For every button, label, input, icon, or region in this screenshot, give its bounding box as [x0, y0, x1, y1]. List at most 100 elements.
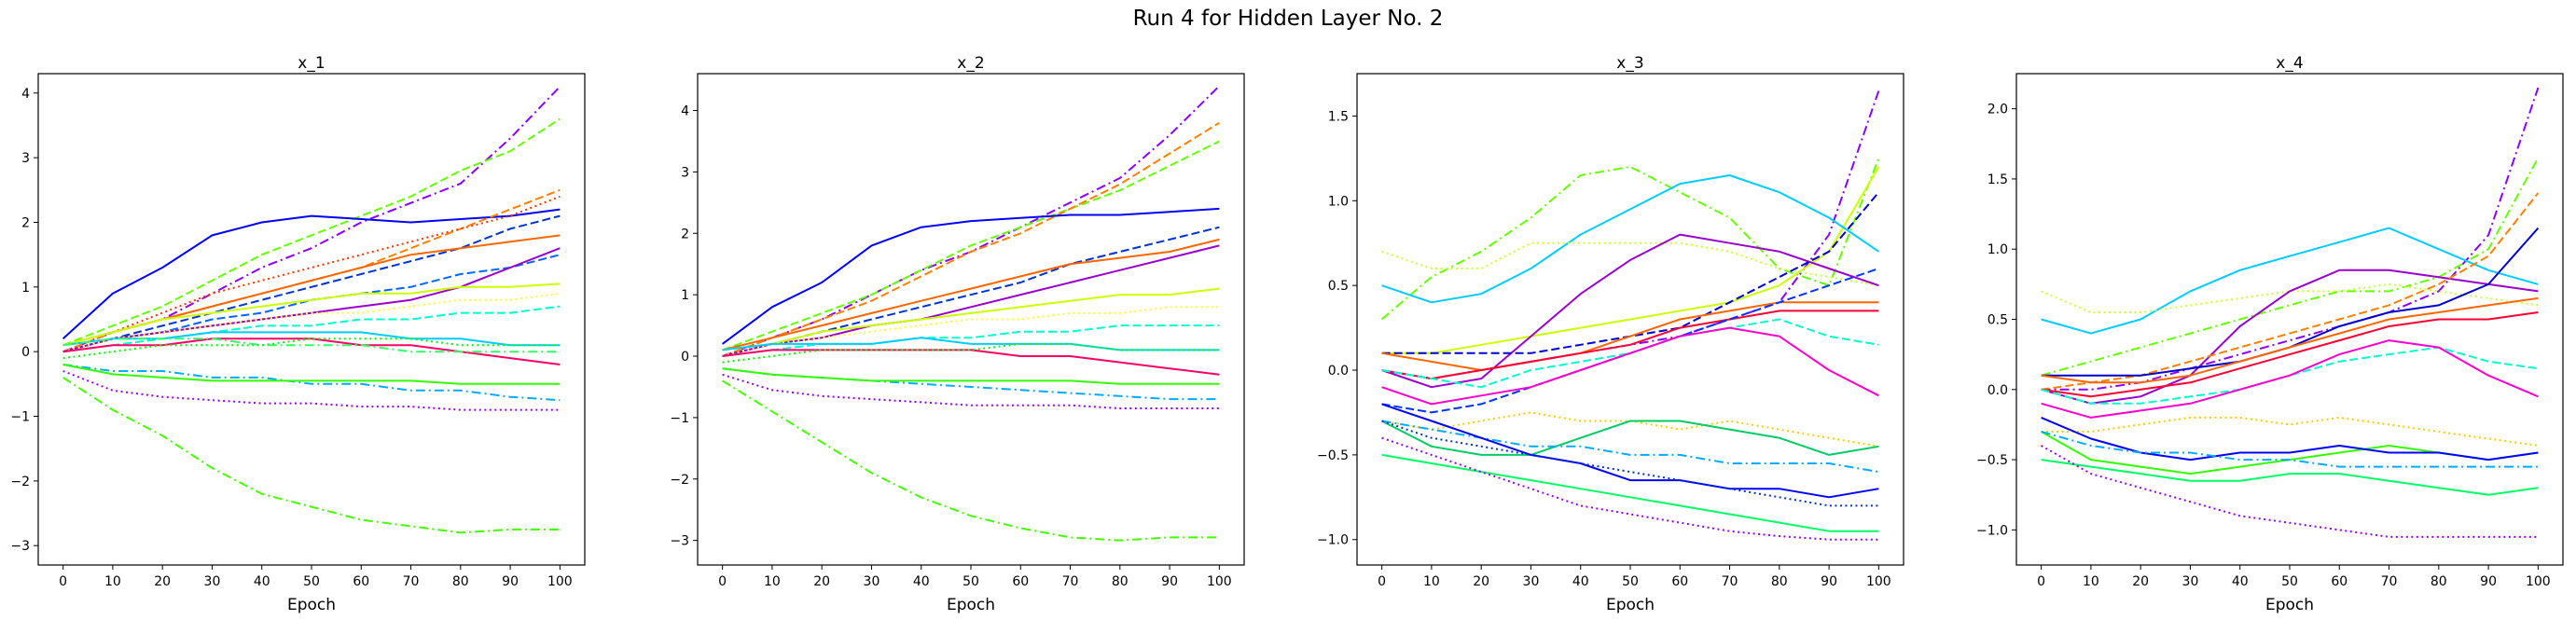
series-line-10 — [1381, 268, 1879, 414]
series-line-5 — [62, 195, 561, 347]
x-tick-label: 80 — [452, 574, 469, 589]
x-axis-label: Epoch — [947, 596, 995, 614]
series-line-15 — [62, 338, 561, 353]
series-line-11 — [62, 292, 561, 353]
x-tick-label: 50 — [1622, 574, 1639, 589]
series-line-14 — [2041, 416, 2539, 462]
series-line-16 — [722, 373, 1220, 409]
y-tick-label: 0.5 — [1328, 279, 1349, 294]
x-tick-label: 60 — [353, 574, 369, 589]
series-line-8 — [1381, 301, 1879, 371]
y-tick-label: 0.0 — [1987, 383, 2008, 398]
x-tick-label: 90 — [1161, 574, 1178, 589]
series-line-12 — [2041, 416, 2539, 447]
series-line-18 — [1381, 453, 1879, 532]
x-tick-label: 20 — [813, 574, 830, 589]
series-line-12 — [722, 349, 1220, 376]
x-tick-label: 50 — [303, 574, 320, 589]
y-tick-label: −2 — [10, 475, 30, 489]
plot-area-x1: 0 10 20 30 40 50 60 70 80 90 100 −3 −2 −1 0 1 2 3 4 — [10, 73, 586, 589]
series-line-18 — [62, 364, 561, 385]
y-tick-label: 1.5 — [1987, 172, 2008, 187]
series-lines — [62, 86, 561, 534]
series-line-6 — [62, 214, 561, 353]
x-tick-label: 30 — [1523, 574, 1540, 589]
series-line-11 — [722, 337, 1220, 351]
x-tick-label: 100 — [1207, 574, 1232, 589]
series-line-6 — [1381, 233, 1879, 389]
series-line-15 — [722, 367, 1220, 385]
y-tick-label: 1.5 — [1328, 109, 1349, 124]
x-tick-label: 20 — [2132, 574, 2149, 589]
y-tick-label: 3 — [681, 165, 689, 180]
series-line-16 — [2041, 459, 2539, 496]
series-line-9 — [722, 306, 1220, 357]
x-axis-label: Epoch — [2265, 596, 2314, 614]
series-line-6 — [722, 238, 1220, 351]
x-tick-label: 70 — [1722, 574, 1738, 589]
series-line-5 — [2041, 269, 2539, 405]
x-tick-label: 30 — [2182, 574, 2199, 589]
subplot-x4: x_4 0 10 20 30 40 50 60 70 80 90 100 −1.0 −0.5 0.0 0.5… — [1976, 54, 2564, 614]
plot-area-x2: 0 10 20 30 40 50 60 70 80 90 100 −3 −2 −1 0 1 2 3 4 — [670, 73, 1245, 589]
y-tick-label: −1.0 — [1317, 533, 1349, 548]
x-tick-label: 0 — [2037, 574, 2045, 589]
x-tick-label: 10 — [764, 574, 781, 589]
series-line-3 — [1381, 166, 1880, 354]
plot-area-x3: 0 10 20 30 40 50 60 70 80 90 100 −1.0 −0.5 0.0 0.5 1.0 1… — [1317, 73, 1904, 589]
figure-title: Run 4 for Hidden Layer No. 2 — [1133, 7, 1444, 31]
y-tick-label: 4 — [681, 104, 689, 119]
series-line-2 — [62, 117, 561, 347]
series-line-3 — [722, 121, 1220, 357]
x-tick-label: 30 — [864, 574, 880, 589]
subplot-title: x_1 — [298, 54, 325, 73]
series-line-12 — [1381, 326, 1879, 406]
x-tick-label: 70 — [403, 574, 420, 589]
series-line-1 — [1381, 90, 1880, 380]
series-line-13 — [722, 342, 1220, 364]
y-tick-label: 0.0 — [1328, 364, 1349, 379]
x-tick-label: 90 — [2480, 574, 2497, 589]
subplot-title: x_2 — [957, 54, 984, 73]
series-line-15 — [1381, 420, 1879, 474]
y-tick-label: −2 — [670, 473, 689, 488]
series-line-5 — [1381, 241, 1879, 287]
series-line-11 — [2041, 339, 2539, 419]
y-tick-label: 2 — [21, 215, 30, 230]
series-line-17 — [62, 364, 561, 402]
series-line-7 — [722, 244, 1220, 357]
x-tick-label: 10 — [1423, 574, 1440, 589]
y-tick-label: −3 — [10, 539, 30, 554]
x-tick-label: 80 — [2431, 574, 2447, 589]
series-line-17 — [2041, 445, 2539, 538]
series-line-9 — [1381, 310, 1879, 380]
series-line-17 — [722, 379, 1220, 542]
y-tick-label: 1.0 — [1328, 194, 1349, 209]
y-tick-label: −3 — [670, 534, 689, 549]
x-tick-label: 10 — [2083, 574, 2099, 589]
x-tick-label: 50 — [2281, 574, 2298, 589]
plot-area-x4: 0 10 20 30 40 50 60 70 80 90 100 −1.0 −0.5 0.0 0.5 1.0 1… — [1976, 73, 2564, 589]
x-tick-label: 40 — [254, 574, 270, 589]
series-line-10 — [62, 282, 561, 347]
x-tick-label: 40 — [2232, 574, 2249, 589]
y-tick-label: 3 — [21, 151, 30, 166]
series-line-1 — [2041, 87, 2540, 391]
y-tick-label: 0 — [21, 345, 30, 360]
series-line-9 — [2041, 311, 2539, 398]
x-tick-label: 100 — [1866, 574, 1891, 589]
series-line-17 — [1381, 420, 1879, 507]
series-line-4 — [2041, 282, 2539, 313]
x-axis-label: Epoch — [1606, 596, 1655, 614]
series-line-7 — [62, 234, 561, 347]
series-line-2 — [2041, 157, 2540, 377]
x-tick-label: 40 — [913, 574, 930, 589]
series-lines — [1380, 90, 1880, 541]
y-tick-label: 1 — [681, 288, 689, 303]
subplot-x3: x_3 0 10 20 30 40 50 60 70 80 90 100 −1.0 −0.5 0.0 0.5… — [1317, 54, 1904, 614]
x-tick-label: 20 — [1473, 574, 1489, 589]
x-tick-label: 0 — [59, 574, 67, 589]
series-line-7 — [2041, 227, 2540, 377]
series-line-8 — [722, 287, 1220, 351]
